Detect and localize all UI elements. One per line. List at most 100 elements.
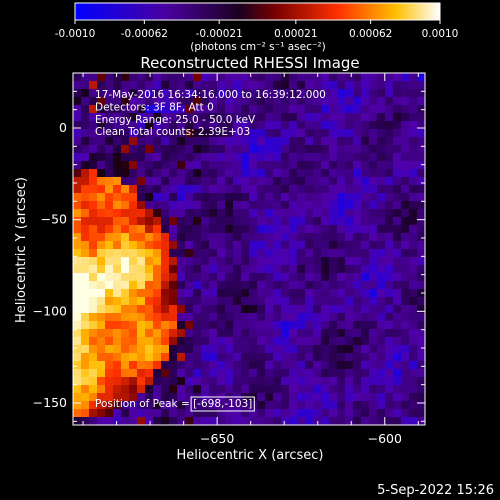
- heatmap-cell: [105, 385, 114, 394]
- heatmap-cell: [241, 273, 250, 282]
- heatmap-cell: [105, 153, 114, 162]
- heatmap-cell: [409, 273, 418, 282]
- heatmap-cell: [409, 297, 418, 306]
- heatmap-cell: [201, 281, 210, 290]
- heatmap-cell: [321, 105, 330, 114]
- heatmap-cell: [169, 321, 178, 330]
- heatmap-cell: [345, 217, 354, 226]
- heatmap-cell: [289, 265, 298, 274]
- heatmap-cell: [81, 417, 90, 425]
- heatmap-cell: [217, 265, 226, 274]
- heatmap-cell: [305, 169, 314, 178]
- heatmap-cell: [281, 81, 290, 90]
- heatmap-cell: [361, 345, 370, 354]
- heatmap-cell: [121, 209, 130, 218]
- heatmap-cell: [129, 169, 138, 178]
- heatmap-cell: [193, 401, 202, 410]
- heatmap-cell: [305, 409, 314, 418]
- heatmap-cell: [361, 137, 370, 146]
- heatmap-cell: [257, 329, 266, 338]
- heatmap-cell: [201, 265, 210, 274]
- heatmap-cell: [113, 273, 122, 282]
- heatmap-cell: [345, 329, 354, 338]
- heatmap-cell: [281, 177, 290, 186]
- heatmap-cell: [273, 193, 282, 202]
- heatmap-cell: [233, 321, 242, 330]
- heatmap-cell: [97, 385, 106, 394]
- heatmap-cell: [129, 225, 138, 234]
- heatmap-cell: [129, 137, 138, 146]
- heatmap-cell: [73, 73, 82, 82]
- heatmap-cell: [337, 321, 346, 330]
- heatmap-cell: [177, 321, 186, 330]
- heatmap-cell: [225, 137, 234, 146]
- heatmap-cell: [257, 265, 266, 274]
- heatmap-cell: [369, 121, 378, 130]
- heatmap-cell: [353, 73, 362, 82]
- heatmap-cell: [401, 329, 410, 338]
- heatmap-cell: [385, 249, 394, 258]
- heatmap-cell: [353, 249, 362, 258]
- heatmap-cell: [97, 345, 106, 354]
- heatmap-cell: [89, 209, 98, 218]
- heatmap-cell: [193, 161, 202, 170]
- heatmap-cell: [81, 353, 90, 362]
- heatmap-cell: [377, 89, 386, 98]
- heatmap-cell: [137, 225, 146, 234]
- heatmap-cell: [97, 369, 106, 378]
- heatmap-cell: [153, 73, 162, 82]
- heatmap-cell: [73, 273, 82, 282]
- heatmap-cell: [113, 257, 122, 266]
- heatmap-cell: [273, 345, 282, 354]
- heatmap-cell: [361, 393, 370, 402]
- heatmap-cell: [145, 377, 154, 386]
- heatmap-cell: [113, 369, 122, 378]
- heatmap-cell: [329, 169, 338, 178]
- heatmap-cell: [113, 201, 122, 210]
- heatmap-cell: [217, 313, 226, 322]
- heatmap-cell: [281, 369, 290, 378]
- heatmap-cell: [121, 121, 130, 130]
- heatmap-cell: [161, 385, 170, 394]
- heatmap-cell: [209, 217, 218, 226]
- heatmap-cell: [177, 113, 186, 122]
- heatmap-cell: [153, 233, 162, 242]
- heatmap-cell: [169, 369, 178, 378]
- heatmap-cell: [185, 289, 194, 298]
- heatmap-cell: [177, 265, 186, 274]
- heatmap-cell: [225, 281, 234, 290]
- heatmap-cell: [345, 201, 354, 210]
- heatmap-cell: [129, 129, 138, 138]
- heatmap-cell: [297, 417, 306, 425]
- heatmap-cell: [225, 169, 234, 178]
- heatmap-cell: [201, 129, 210, 138]
- heatmap-cell: [185, 345, 194, 354]
- heatmap-cell: [169, 409, 178, 418]
- heatmap-cell: [409, 233, 418, 242]
- heatmap-cell: [321, 89, 330, 98]
- heatmap-cell: [281, 105, 290, 114]
- heatmap-cell: [241, 185, 250, 194]
- heatmap-cell: [361, 409, 370, 418]
- heatmap-cell: [177, 233, 186, 242]
- heatmap-cell: [353, 313, 362, 322]
- heatmap-cell: [265, 417, 274, 425]
- heatmap-cell: [209, 417, 218, 425]
- heatmap-cell: [177, 73, 186, 82]
- heatmap-cell: [225, 97, 234, 106]
- heatmap-cell: [73, 89, 82, 98]
- heatmap-cell: [137, 401, 146, 410]
- heatmap-cell: [185, 321, 194, 330]
- heatmap-cell: [321, 73, 330, 82]
- heatmap-cell: [105, 305, 114, 314]
- heatmap-cell: [281, 305, 290, 314]
- heatmap-cell: [169, 121, 178, 130]
- heatmap-cell: [145, 321, 154, 330]
- heatmap-cell: [305, 89, 314, 98]
- heatmap-cell: [121, 393, 130, 402]
- heatmap-cell: [321, 145, 330, 154]
- heatmap-cell: [225, 321, 234, 330]
- heatmap-cell: [73, 417, 82, 425]
- heatmap-cell: [241, 129, 250, 138]
